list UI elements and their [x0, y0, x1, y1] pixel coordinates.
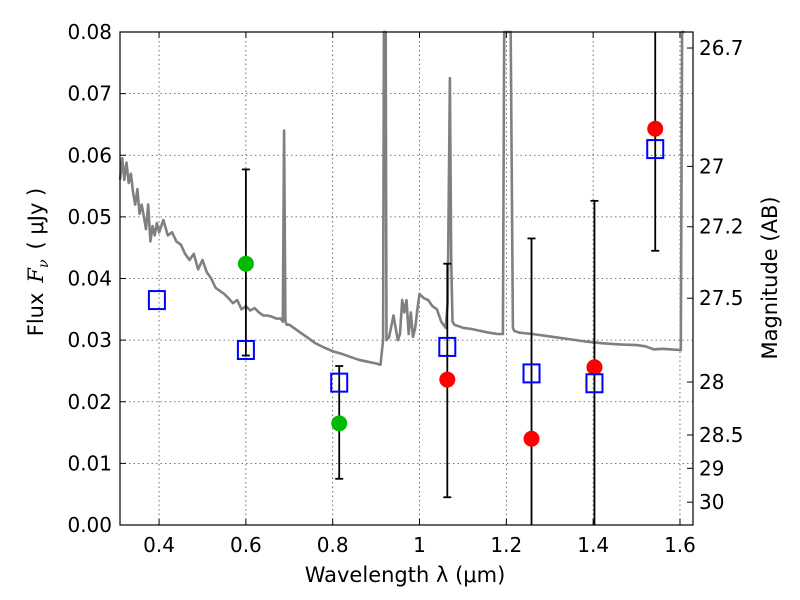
x-tick-label: 0.8	[317, 533, 349, 557]
model-square-marker	[646, 139, 665, 160]
y-tick-label: 0.02	[67, 390, 112, 414]
right-tick-label: 27	[699, 154, 724, 178]
y-axis-title-prefix: Flux	[24, 293, 48, 337]
model-sed-line	[118, 30, 685, 367]
model-square-marker	[585, 373, 604, 394]
x-tick-label: 1	[413, 533, 426, 557]
y-axis-title-sub: ν	[36, 259, 52, 268]
right-tick-label: 29	[699, 456, 724, 480]
observed-point-marker	[331, 415, 348, 432]
y-tick-label: 0.06	[67, 143, 112, 167]
model-square-marker	[438, 336, 457, 357]
y-tick-label: 0.01	[67, 451, 112, 475]
x-tick-label: 0.4	[143, 533, 175, 557]
observed-point-marker	[439, 371, 456, 388]
y-tick-label: 0.04	[67, 267, 112, 291]
observed-point-marker	[237, 255, 254, 272]
x-tick-label: 1.4	[577, 533, 609, 557]
y-axis-title-unit: ( μJy )	[24, 188, 48, 250]
y-tick-label: 0.07	[67, 82, 112, 106]
x-tick-label: 1.2	[490, 533, 522, 557]
y-tick-label: 0.03	[67, 328, 112, 352]
x-axis-title: Wavelength λ (μm)	[305, 563, 506, 587]
right-axis-title: Magnitude (AB)	[758, 196, 782, 359]
data-markers	[147, 120, 665, 447]
y-tick-label: 0.05	[67, 205, 112, 229]
model-square-marker	[330, 372, 349, 393]
x-tick-label: 0.6	[230, 533, 262, 557]
y-tick-label: 0.08	[67, 20, 112, 44]
right-tick-label: 28	[699, 370, 724, 394]
observed-point-marker	[647, 120, 664, 137]
right-tick-label: 27.5	[699, 286, 744, 310]
model-square-marker	[522, 363, 541, 384]
sed-curve-group	[118, 30, 685, 367]
y-tick-label: 0.00	[67, 513, 112, 537]
y-axis-title-var: F	[24, 267, 48, 284]
right-tick-label: 26.7	[699, 36, 744, 60]
right-tick-label: 27.2	[699, 215, 744, 239]
axis-ticks: 0.4 0.6 0.8 1 1.2 1.4 1.6 0.00 0.01 0.02 0.03 0.04 0…	[67, 20, 743, 557]
grid-lines	[120, 31, 693, 526]
x-tick-label: 1.6	[664, 533, 696, 557]
observed-point-marker	[586, 359, 603, 376]
model-square-marker	[236, 339, 255, 360]
y-axis-title: Flux Fν ( μJy )	[24, 188, 52, 336]
model-square-marker	[147, 290, 166, 311]
right-tick-label: 28.5	[699, 423, 744, 447]
observed-point-marker	[523, 430, 540, 447]
right-tick-label: 30	[699, 490, 724, 514]
